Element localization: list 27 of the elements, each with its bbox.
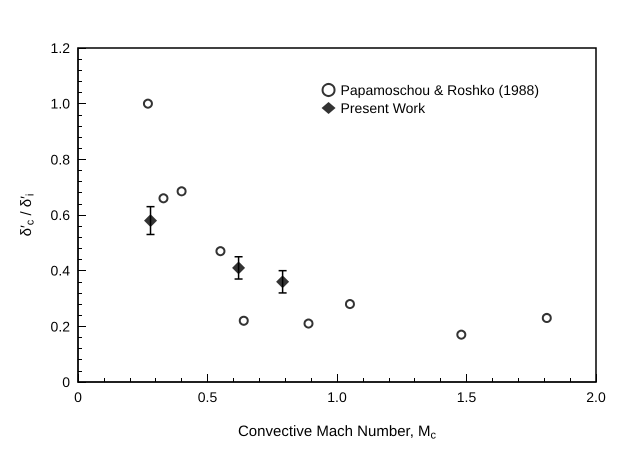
- y-tick-label: 1.0: [50, 96, 70, 112]
- legend-label: Papamoschou & Roshko (1988): [340, 82, 540, 98]
- point: [542, 312, 552, 323]
- x-tick-label: 0: [74, 389, 82, 405]
- point: [142, 98, 153, 109]
- point: [144, 214, 158, 228]
- y-tick-label: 0.8: [50, 151, 70, 168]
- y-tick-label: 0.4: [50, 262, 70, 279]
- x-tick-label: 1.5: [456, 389, 476, 405]
- point: [456, 330, 466, 340]
- y-tick-label: 0.6: [50, 207, 70, 223]
- x-tick-label: 0.5: [198, 389, 218, 405]
- y-tick-label: 1.2: [50, 40, 70, 56]
- point: [304, 318, 314, 329]
- x-tick-label: 2.0: [586, 389, 606, 405]
- point: [176, 186, 187, 196]
- point: [344, 299, 355, 310]
- point: [276, 275, 290, 288]
- legend-label: Present Work: [340, 100, 426, 116]
- point: [215, 246, 226, 256]
- y-tick-label: 0.2: [50, 318, 70, 334]
- x-tick-label: 1.0: [327, 389, 347, 405]
- point: [238, 316, 249, 326]
- y-tick-label: 0: [62, 374, 70, 390]
- point: [158, 193, 168, 204]
- y-axis-title: δ′c / δ′i: [18, 194, 36, 236]
- point: [232, 261, 246, 274]
